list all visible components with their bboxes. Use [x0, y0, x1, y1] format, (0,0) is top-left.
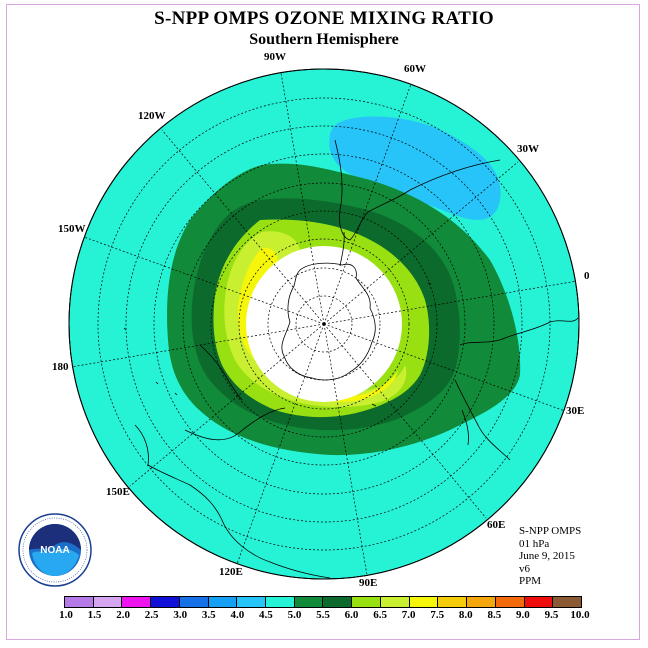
colorbar-tick-label: 7.0 [401, 609, 416, 621]
colorbar [64, 596, 582, 608]
colorbar-swatch [495, 597, 525, 607]
colorbar-tick-label: 5.0 [287, 609, 302, 621]
colorbar-swatch [467, 597, 496, 607]
colorbar-tick-label: 7.5 [430, 609, 445, 621]
colorbar-tick-label: 4.0 [230, 609, 245, 621]
colorbar-tick-label: 4.5 [259, 609, 273, 621]
noaa-logo-icon: NOAA [18, 513, 92, 587]
colorbar-tick-label: 1.5 [87, 609, 102, 621]
africa-coastline [459, 317, 579, 346]
colorbar-ticks: 1.0 1.5 2.0 2.5 3.0 3.5 4.0 4.5 5.0 5.5 6.0 6.5 7.0 7… [0, 609, 648, 623]
pressure-level-text: 01 hPa [519, 537, 550, 550]
colorbar-swatch [208, 597, 238, 607]
colorbar-tick-label: 8.5 [487, 609, 502, 621]
lon-label-30w: 30W [517, 143, 539, 155]
chart-title: S-NPP OMPS OZONE MIXING RATIO [154, 8, 494, 29]
lon-label-60e: 60E [487, 519, 505, 531]
chart-subtitle: Southern Hemisphere [249, 31, 399, 48]
south-america-coastline [334, 139, 501, 241]
colorbar-tick-label: 3.0 [173, 609, 188, 621]
colorbar-tick-label: 1.0 [59, 609, 73, 621]
colorbar-swatch [294, 597, 324, 607]
low-ozone-region [329, 116, 501, 220]
colorbar-swatch [323, 597, 353, 607]
colorbar-tick-label: 2.0 [116, 609, 130, 621]
lon-label-30e: 30E [566, 405, 584, 417]
antarctica-coastline [281, 262, 376, 381]
instrument-text: S-NPP OMPS [519, 525, 582, 537]
colorbar-swatch [151, 597, 180, 607]
colorbar-tick-label: 2.5 [144, 609, 159, 621]
lon-label-60w: 60W [404, 63, 426, 75]
colorbar-swatch [93, 597, 123, 607]
colorbar-tick-label: 9.0 [516, 609, 530, 621]
colorbar-tick-label: 5.5 [316, 609, 330, 621]
colorbar-tick-label: 6.5 [373, 609, 387, 621]
lon-label-150w: 150W [58, 223, 86, 235]
metadata-block: S-NPP OMPS 01 hPa June 9, 2015 v6 PPM [519, 525, 581, 588]
madagascar-coastline [461, 409, 469, 446]
lon-label-150e: 150E [106, 486, 130, 498]
colorbar-swatch [65, 597, 94, 607]
colorbar-swatch [380, 597, 410, 607]
lon-label-120e: 120E [219, 566, 243, 578]
colorbar-swatch [179, 597, 209, 607]
lon-label-120w: 120W [138, 110, 166, 122]
noaa-logo-text: NOAA [40, 545, 69, 556]
colorbar-tick-label: 9.5 [544, 609, 559, 621]
lon-label-0: 0 [584, 270, 590, 282]
colorbar-swatch [352, 597, 381, 607]
colorbar-swatch [237, 597, 267, 607]
colorbar-tick-label: 3.5 [201, 609, 216, 621]
colorbar-tick-label: 6.0 [344, 609, 359, 621]
colorbar-tick-label: 8.0 [458, 609, 473, 621]
new-zealand-coastline [199, 344, 243, 401]
colorbar-swatch [438, 597, 468, 607]
units-text: PPM [519, 575, 542, 588]
colorbar-swatch [409, 597, 439, 607]
colorbar-swatch [122, 597, 152, 607]
lon-label-90e: 90E [359, 577, 377, 589]
colorbar-tick-label: 10.0 [570, 609, 590, 621]
date-text: June 9, 2015 [519, 550, 575, 563]
colorbar-swatch [266, 597, 295, 607]
plot-frame [6, 4, 640, 640]
colorbar-swatch [553, 597, 581, 607]
lon-label-90w: 90W [264, 51, 286, 63]
australia-coastline [134, 424, 331, 579]
version-text: v6 [519, 562, 530, 575]
lon-label-180: 180 [52, 361, 69, 373]
colorbar-swatch [524, 597, 554, 607]
